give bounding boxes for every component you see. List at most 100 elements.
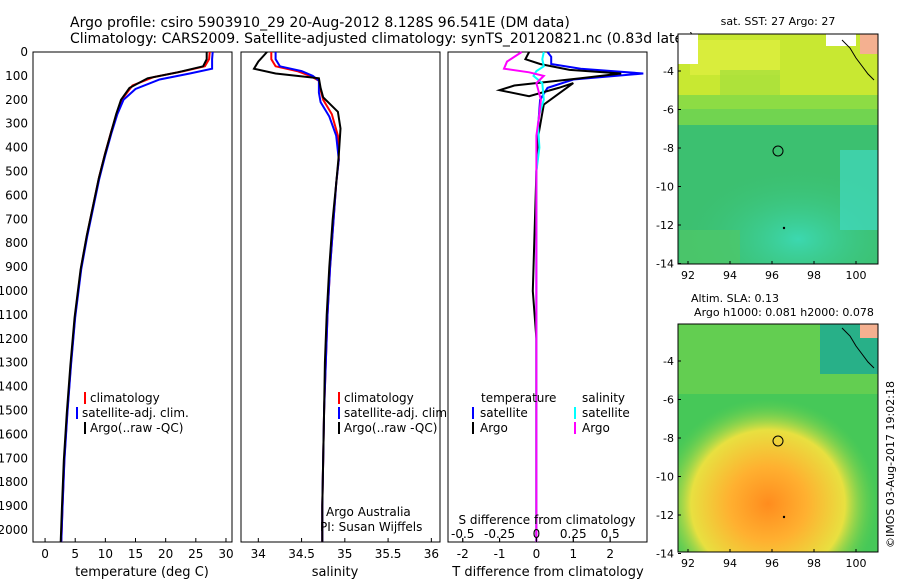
- legend-label-climatology: climatology: [344, 391, 414, 405]
- map-x-tick-label: 100: [846, 269, 867, 282]
- depth-tick-label: 1300: [0, 356, 28, 370]
- map-y-tick-label: -8: [663, 142, 674, 155]
- sst-map-panel: sat. SST: 27 Argo: 27 92 94 96 98 100 -4 -6 -8 -…: [656, 15, 879, 282]
- x-tick-label: 15: [128, 547, 143, 561]
- map-y-tick-label: -10: [656, 181, 674, 194]
- depth-tick-label: 1600: [0, 427, 28, 441]
- map-x-tick-label: 94: [723, 269, 737, 282]
- legend-label-sal-satellite: satellite: [582, 406, 630, 420]
- s-tick-label: 0.25: [560, 527, 587, 541]
- legend-label-argo: Argo(..raw -QC): [344, 421, 437, 435]
- temperature-x-ticks: 0 5 10 15 20 25 30: [41, 538, 234, 561]
- x-tick-label: 1: [569, 547, 577, 561]
- difference-s-ticks: -0.5 -0.25 0 0.25 0.5: [451, 527, 620, 542]
- s-tick-label: -0.5: [451, 527, 474, 541]
- difference-lines: [495, 51, 644, 542]
- legend-label-sal-argo: Argo: [582, 421, 610, 435]
- map-x-tick-label: 98: [807, 557, 821, 570]
- sla-map-axes: 92 94 96 98 100 -4 -6 -8 -10 -12 -14: [656, 355, 866, 570]
- x-tick-label: 0: [533, 547, 541, 561]
- depth-tick-label: 0: [20, 45, 28, 59]
- legend-label-temp-argo: Argo: [480, 421, 508, 435]
- legend-swatch-satellite: [76, 407, 78, 419]
- depth-tick-label: 1900: [0, 499, 28, 513]
- salinity-panel: 34 34.5 35 35.5 36 salinity climatology sate…: [240, 51, 451, 580]
- sst-island-dot: [782, 226, 786, 230]
- map-y-tick-label: -6: [663, 394, 674, 407]
- salinity-legend: climatology satellite-adj. clim. Argo(..…: [338, 391, 451, 435]
- sla-map-panel: Altim. SLA: 0.13 Argo h1000: 0.081 h2000…: [656, 292, 879, 570]
- map-x-tick-label: 92: [681, 269, 695, 282]
- x-tick-label: -1: [494, 547, 506, 561]
- s-tick-label: 0.5: [601, 527, 620, 541]
- depth-tick-label: 600: [5, 188, 28, 202]
- difference-t-axis-label: T difference from climatology: [451, 565, 644, 580]
- map-y-tick-label: -8: [663, 432, 674, 445]
- map-y-tick-label: -4: [663, 65, 674, 78]
- figure-title-line1: Argo profile: csiro 5903910_29 20-Aug-20…: [70, 15, 570, 31]
- figure-title-line2: Climatology: CARS2009. Satellite-adjuste…: [70, 31, 694, 47]
- legend-swatch-satellite: [338, 407, 340, 419]
- x-tick-label: 2: [606, 547, 614, 561]
- legend-swatch-argo: [84, 422, 86, 434]
- legend-swatch-sal-satellite: [574, 407, 576, 419]
- salinity-lines: [252, 51, 342, 542]
- map-y-tick-label: -14: [656, 548, 674, 561]
- annotation-pi: PI: Susan Wijffels: [320, 520, 422, 534]
- difference-legend: temperature salinity satellite Argo sate…: [472, 391, 630, 435]
- map-y-tick-label: -6: [663, 104, 674, 117]
- sst-coastline: [841, 39, 875, 81]
- x-tick-label: 20: [158, 547, 173, 561]
- legend-swatch-sal-argo: [574, 422, 576, 434]
- difference-panel: -2 -1 0 1 2 -0.5 -0.25 0 0.25 0.5 S difference f…: [447, 51, 648, 580]
- map-y-tick-label: -12: [656, 219, 674, 232]
- depth-tick-label: 500: [5, 165, 28, 179]
- depth-tick-label: 700: [5, 212, 28, 226]
- legend-header-salinity: salinity: [582, 391, 625, 405]
- map-x-tick-label: 98: [807, 269, 821, 282]
- depth-tick-labels: 0 100 200 300 400 500 600 700 800 900 1000 1100 1200…: [0, 45, 28, 537]
- x-tick-label: 34.5: [288, 547, 315, 561]
- legend-swatch-temp-argo: [472, 422, 474, 434]
- legend-header-temperature: temperature: [481, 391, 556, 405]
- depth-tick-label: 2000: [0, 523, 28, 537]
- sla-island-dot: [782, 515, 786, 519]
- x-tick-label: 0: [41, 547, 49, 561]
- map-x-tick-label: 100: [846, 557, 867, 570]
- legend-swatch-climatology: [338, 392, 340, 404]
- legend-swatch-climatology: [84, 392, 86, 404]
- temperature-lines: [59, 51, 214, 543]
- depth-tick-label: 300: [5, 117, 28, 131]
- sst-map-frame: [677, 33, 879, 265]
- depth-tick-label: 800: [5, 236, 28, 250]
- map-y-tick-label: -14: [656, 258, 674, 271]
- sla-map-title-line1: Altim. SLA: 0.13: [691, 292, 779, 305]
- salinity-x-label: salinity: [312, 565, 359, 580]
- x-tick-label: 35.5: [375, 547, 402, 561]
- depth-tick-label: 1000: [0, 284, 28, 298]
- map-x-tick-label: 92: [681, 557, 695, 570]
- difference-plot-frame: [447, 51, 648, 543]
- x-tick-label: 25: [188, 547, 203, 561]
- legend-label-climatology: climatology: [90, 391, 160, 405]
- s-tick-label: 0: [533, 527, 541, 541]
- legend-swatch-temp-satellite: [472, 407, 474, 419]
- depth-tick-label: 400: [5, 141, 28, 155]
- depth-tick-label: 100: [5, 69, 28, 83]
- temperature-x-label: temperature (deg C): [75, 565, 209, 580]
- x-tick-label: 35: [337, 547, 352, 561]
- sst-argo-position-marker: [772, 145, 784, 157]
- depth-tick-label: 1200: [0, 332, 28, 346]
- sst-map-field: [678, 34, 878, 264]
- depth-tick-label: 900: [5, 260, 28, 274]
- depth-tick-label: 1700: [0, 451, 28, 465]
- legend-label-temp-satellite: satellite: [480, 406, 528, 420]
- sla-argo-position-marker: [772, 435, 784, 447]
- sst-map-axes: 92 94 96 98 100 -4 -6 -8 -10 -12 -14: [656, 65, 866, 282]
- legend-swatch-argo: [338, 422, 340, 434]
- map-y-tick-label: -12: [656, 509, 674, 522]
- legend-label-argo: Argo(..raw -QC): [90, 421, 183, 435]
- sla-map-title-line2: Argo h1000: 0.081 h2000: 0.078: [694, 306, 874, 319]
- series-line-temperature-argo: [495, 51, 622, 542]
